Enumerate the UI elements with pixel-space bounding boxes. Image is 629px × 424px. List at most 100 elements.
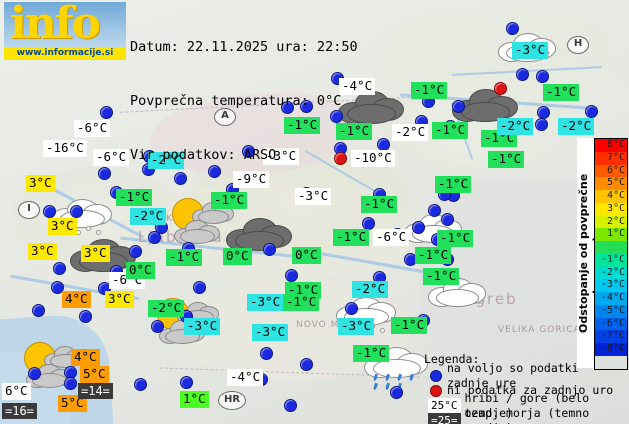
temp-label: -1°C (411, 82, 448, 99)
temp-label: 5°C (58, 395, 87, 412)
badge-hr: HR (218, 391, 246, 410)
station-dot[interactable] (412, 221, 425, 234)
snowflake-icon (86, 226, 91, 231)
temp-label: -1°C (361, 196, 398, 213)
station-dot[interactable] (98, 167, 111, 180)
station-dot[interactable] (281, 101, 294, 114)
station-dot[interactable] (53, 262, 66, 275)
station-dot[interactable] (260, 347, 273, 360)
temp-label: -2°C (352, 281, 389, 298)
site-logo[interactable]: info www.informacije.si (4, 2, 126, 60)
station-dot[interactable] (193, 281, 206, 294)
temp-label: -1°C (284, 117, 321, 134)
temp-label: 3°C (48, 218, 77, 235)
temp-label: 6°C (2, 383, 31, 400)
temperature-anomaly-scale: 8°C 7°C 6°C 5°C 4°C 3°C 2°C 1°C -1°C -2°C -3°C -4°C… (594, 138, 628, 370)
header-source-line: Vir podatkov: ARSO (130, 147, 277, 163)
temp-label: 3°C (28, 243, 57, 260)
badge-i: I (18, 201, 40, 219)
scale-row: 3°C (595, 202, 627, 216)
temp-label: -3°C (252, 324, 289, 341)
temp-label: -1°C (166, 249, 203, 266)
station-dot[interactable] (151, 320, 164, 333)
temp-label: -3°C (184, 318, 221, 335)
legend-red-dot-text: ni podatka za zadnjo uro (447, 383, 614, 397)
station-dot[interactable] (535, 118, 548, 131)
station-dot[interactable] (452, 100, 465, 113)
station-dot-no-data[interactable] (494, 82, 507, 95)
legend-row-mountain: 25°C hribi / gore (belo ozadje) (424, 391, 624, 420)
scale-row: 8°C (595, 139, 627, 152)
scale-row: 4°C (595, 190, 627, 203)
temp-label: 3°C (81, 245, 110, 262)
station-dot[interactable] (390, 386, 403, 399)
station-dot[interactable] (285, 269, 298, 282)
station-dot-no-data[interactable] (334, 152, 347, 165)
scale-row: -3°C (595, 279, 627, 293)
sea-temp-label: =14= (78, 383, 113, 399)
legend: Legenda: na voljo so podatki zadnje ure … (424, 352, 624, 424)
temp-label: -1°C (423, 268, 460, 285)
station-dot[interactable] (129, 245, 142, 258)
temp-label: 1°C (180, 391, 209, 408)
station-dot[interactable] (263, 243, 276, 256)
station-dot[interactable] (148, 231, 161, 244)
temp-label: 4°C (62, 291, 91, 308)
scale-row: -6°C (595, 317, 627, 331)
station-dot[interactable] (300, 100, 313, 113)
scale-row: -8°C (595, 343, 627, 357)
city-novo-mesto: NOVO MESTO (296, 320, 368, 330)
station-dot[interactable] (32, 304, 45, 317)
temp-label: -1°C (435, 176, 472, 193)
snowflake-icon (76, 230, 81, 235)
station-dot[interactable] (51, 281, 64, 294)
station-dot[interactable] (100, 106, 113, 119)
station-dot[interactable] (28, 367, 41, 380)
station-dot[interactable] (64, 377, 77, 390)
station-dot[interactable] (537, 106, 550, 119)
station-dot[interactable] (536, 70, 549, 83)
station-dot[interactable] (174, 172, 187, 185)
temp-label: -1°C (391, 317, 428, 334)
scale-row: 5°C (595, 177, 627, 191)
station-dot[interactable] (43, 205, 56, 218)
legend-white-chip: 25°C (428, 398, 461, 413)
temp-label: -6°C (93, 149, 130, 166)
station-dot[interactable] (516, 68, 529, 81)
legend-white-chip-text: hribi / gore (belo ozadje) (464, 390, 590, 420)
station-dot[interactable] (70, 205, 83, 218)
station-dot[interactable] (79, 310, 92, 323)
temp-label: 3°C (105, 291, 134, 308)
station-dot[interactable] (585, 105, 598, 118)
temp-label: -1°C (488, 151, 525, 168)
station-dot[interactable] (284, 399, 297, 412)
header-average-temp-line: Povprečna temperatura: 0°C (130, 93, 342, 109)
station-dot[interactable] (180, 376, 193, 389)
station-dot[interactable] (300, 358, 313, 371)
station-dot[interactable] (134, 378, 147, 391)
station-dot[interactable] (208, 165, 221, 178)
station-dot[interactable] (441, 213, 454, 226)
temp-label: -6°C (373, 229, 410, 246)
badge-a: A (214, 108, 236, 126)
temp-label: -1°C (116, 189, 153, 206)
red-dot-icon (430, 384, 442, 397)
sea-temp-label: =16= (2, 403, 37, 419)
snowflake-icon (380, 328, 385, 333)
temp-label: -16°C (43, 140, 87, 157)
temp-label: -3°C (247, 294, 284, 311)
station-dot[interactable] (506, 22, 519, 35)
cloud-icon (428, 275, 486, 307)
temp-label: -9°C (233, 171, 270, 188)
station-dot[interactable] (428, 204, 441, 217)
station-dot[interactable] (345, 302, 358, 315)
temp-label: -4°C (339, 78, 376, 95)
temp-label: 4°C (71, 349, 100, 366)
station-dot[interactable] (330, 110, 343, 123)
temp-label: -1°C (543, 84, 580, 101)
temp-label: -2°C (392, 124, 429, 141)
temp-label: 3°C (26, 175, 55, 192)
station-dot[interactable] (242, 145, 255, 158)
temp-label: -2°C (148, 152, 185, 169)
